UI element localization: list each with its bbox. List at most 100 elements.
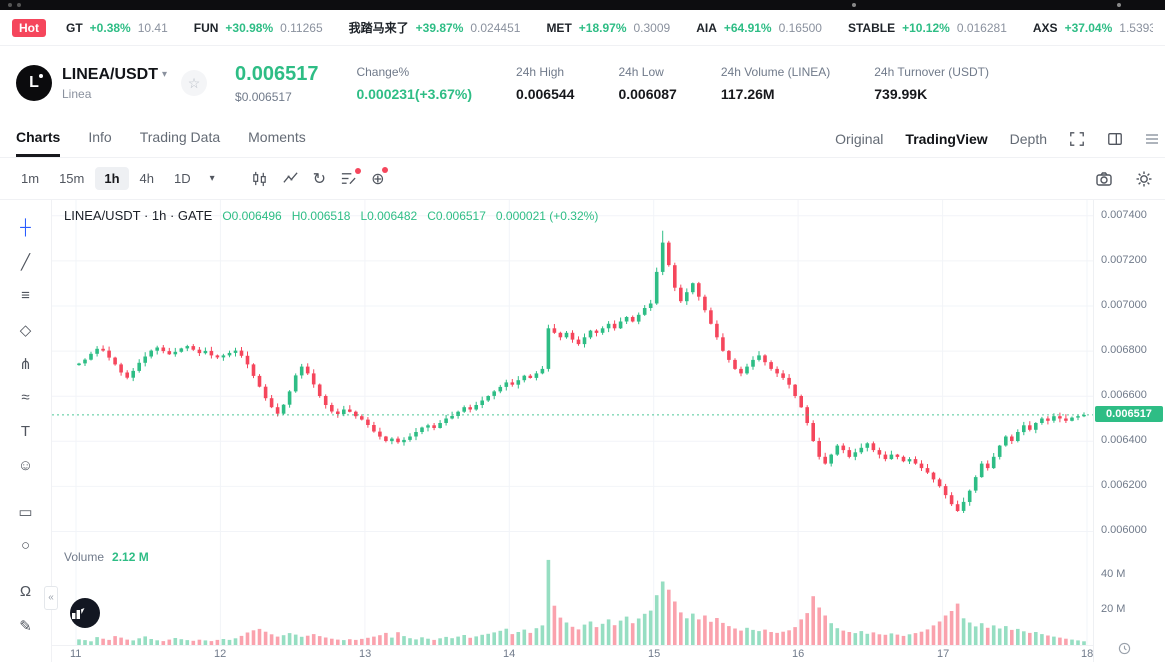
candle-style-icon[interactable] [251, 170, 268, 187]
pattern-tool[interactable]: ◇ [10, 314, 42, 345]
pair-name-block: LINEA/USDT ▾ Linea [62, 66, 167, 101]
candlestick-chart[interactable] [52, 200, 1093, 545]
interval-4h[interactable]: 4h [131, 167, 163, 190]
clock-icon[interactable] [1118, 642, 1131, 660]
ruler-tool[interactable]: ▭ [10, 496, 42, 527]
text-tool[interactable]: T [10, 416, 42, 447]
stat-high: 24h High 0.006544 [516, 64, 575, 102]
interval-1m[interactable]: 1m [12, 167, 48, 190]
price-block: 0.006517 $0.006517 [235, 63, 318, 104]
tab-charts[interactable]: Charts [16, 120, 61, 157]
price-axis-label: 0.006800 [1101, 344, 1147, 356]
chart-settings-icon[interactable] [1135, 170, 1153, 188]
ticker-list: GT +0.38% 10.41 FUN +30.98% 0.11265 我踏马来了 +39.8… [66, 19, 1153, 36]
ticker-item[interactable]: GT +0.38% 10.41 [66, 19, 168, 36]
ticker-change: +10.12% [902, 20, 950, 35]
add-indicator-icon[interactable]: ⊕ [371, 166, 390, 188]
menu-icon[interactable] [1145, 132, 1159, 146]
price-axis-label: 0.006200 [1101, 479, 1147, 491]
stat-change: Change% 0.000231(+3.67%) [356, 64, 473, 102]
hot-badge: Hot [12, 18, 46, 37]
trendline-tool[interactable]: ╱ [10, 246, 42, 277]
tab-tradingview[interactable]: TradingView [905, 130, 988, 147]
ticker-change: +39.87% [415, 20, 464, 35]
panel-layout-icon[interactable] [1107, 131, 1123, 147]
ticker-change: +18.97% [578, 20, 627, 35]
tradingview-watermark[interactable] [70, 598, 100, 628]
ticker-item[interactable]: AXS +37.04% 1.5393 [1033, 19, 1153, 36]
legend-change: 0.000021 (+0.32%) [495, 209, 599, 223]
tab-depth[interactable]: Depth [1009, 130, 1047, 147]
screenshot-icon[interactable] [1095, 170, 1113, 188]
legend-title: LINEA/USDT · 1h · GATE [64, 208, 213, 223]
magnet-tool[interactable]: Ω [10, 576, 42, 607]
ticker-change: +64.91% [723, 20, 772, 35]
time-axis-label: 15 [648, 648, 661, 660]
ticker-price: 0.016281 [956, 20, 1007, 35]
pair-dropdown-icon[interactable]: ▾ [162, 69, 168, 80]
brush-tool[interactable]: ≈ [10, 382, 42, 413]
ticker-item[interactable]: STABLE +10.12% 0.016281 [848, 19, 1007, 36]
ticker-item[interactable]: MET +18.97% 0.3009 [546, 19, 670, 36]
price-axis-label: 0.007000 [1101, 299, 1147, 311]
chart-legend: LINEA/USDT · 1h · GATE O0.006496 H0.0065… [64, 208, 598, 223]
draw-edit-tool[interactable]: ✎ [10, 610, 42, 641]
ticker-price: 0.024451 [470, 20, 521, 35]
chart-toolbar: 1m 15m 1h 4h 1D ▾ ↻ ⊕ [0, 158, 1165, 200]
ticker-item[interactable]: FUN +30.98% 0.11265 [194, 19, 323, 36]
price-axis-label: 0.006400 [1101, 434, 1147, 446]
crosshair-tool[interactable]: ┼ [10, 212, 42, 243]
pair-name: LINEA/USDT [62, 65, 158, 83]
pitchfork-tool[interactable]: ⋔ [10, 348, 42, 379]
last-price: 0.006517 [235, 62, 319, 85]
tab-trading-data[interactable]: Trading Data [139, 129, 221, 145]
favorite-button[interactable]: ☆ [181, 70, 208, 96]
refresh-icon[interactable]: ↻ [312, 170, 327, 188]
time-axis-label: 12 [214, 648, 227, 660]
time-axis[interactable]: 11 12 13 14 15 16 17 18 [52, 645, 1093, 663]
main-tabs: Charts Info Trading Data Moments [16, 120, 306, 157]
interval-15m[interactable]: 15m [50, 167, 93, 190]
pair-header: L LINEA/USDT ▾ Linea ☆ 0.006517 $0.00651… [0, 46, 1165, 120]
fib-lines-tool[interactable]: ≡ [10, 280, 42, 311]
fullscreen-icon[interactable] [1069, 131, 1085, 147]
chart-view-tabs: Original TradingView Depth [835, 130, 1158, 147]
drawing-toolbar: ┼ ╱ ≡ ◇ ⋔ ≈ T ☺ ▭ ○ Ω ✎ [0, 200, 52, 662]
ticker-bar: Hot GT +0.38% 10.41 FUN +30.98% 0.11265 我踏马来了 +… [0, 10, 1165, 46]
legend-close: C0.006517 [427, 209, 486, 223]
ticker-price: 0.3009 [633, 20, 671, 35]
emoji-tool[interactable]: ☺ [10, 450, 42, 481]
interval-1h[interactable]: 1h [95, 167, 129, 190]
interval-dropdown-icon[interactable]: ▾ [204, 171, 221, 186]
indicators-icon[interactable] [282, 170, 299, 187]
time-axis-label: 13 [359, 648, 372, 660]
stat-low: 24h Low 0.006087 [618, 64, 677, 102]
tab-moments[interactable]: Moments [248, 129, 306, 145]
price-axis-label: 0.007200 [1101, 254, 1147, 266]
tab-info[interactable]: Info [88, 129, 112, 145]
ticker-symbol: STABLE [847, 20, 896, 35]
interval-1D[interactable]: 1D [165, 167, 200, 190]
time-axis-label: 11 [70, 648, 82, 660]
ticker-change: +30.98% [225, 20, 274, 35]
collapse-toolbar-button[interactable]: « [44, 586, 58, 610]
ticker-price: 0.16500 [778, 20, 822, 35]
ticker-symbol: 我踏马来了 [348, 21, 409, 35]
volume-chart[interactable] [52, 545, 1093, 645]
indicator-template-icon[interactable] [340, 168, 362, 187]
zoom-tool[interactable]: ○ [10, 530, 42, 561]
ticker-item[interactable]: AIA +64.91% 0.16500 [696, 19, 822, 36]
toolbar-right-icons [1095, 170, 1153, 188]
tab-original[interactable]: Original [835, 130, 884, 147]
ticker-item[interactable]: 我踏马来了 +39.87% 0.024451 [349, 19, 521, 36]
ticker-symbol: MET [546, 20, 572, 35]
star-icon: ☆ [187, 74, 201, 91]
ticker-symbol: FUN [193, 20, 219, 35]
ticker-change: +37.04% [1064, 20, 1113, 35]
usd-price: $0.006517 [235, 89, 292, 104]
coin-logo: L [16, 65, 52, 101]
ticker-price: 1.5393 [1119, 20, 1153, 35]
price-axis[interactable]: 0.006517 0.007400 0.007200 0.007000 0.00680… [1093, 200, 1165, 662]
ticker-change: +0.38% [89, 20, 131, 35]
ticker-symbol: GT [66, 20, 83, 35]
